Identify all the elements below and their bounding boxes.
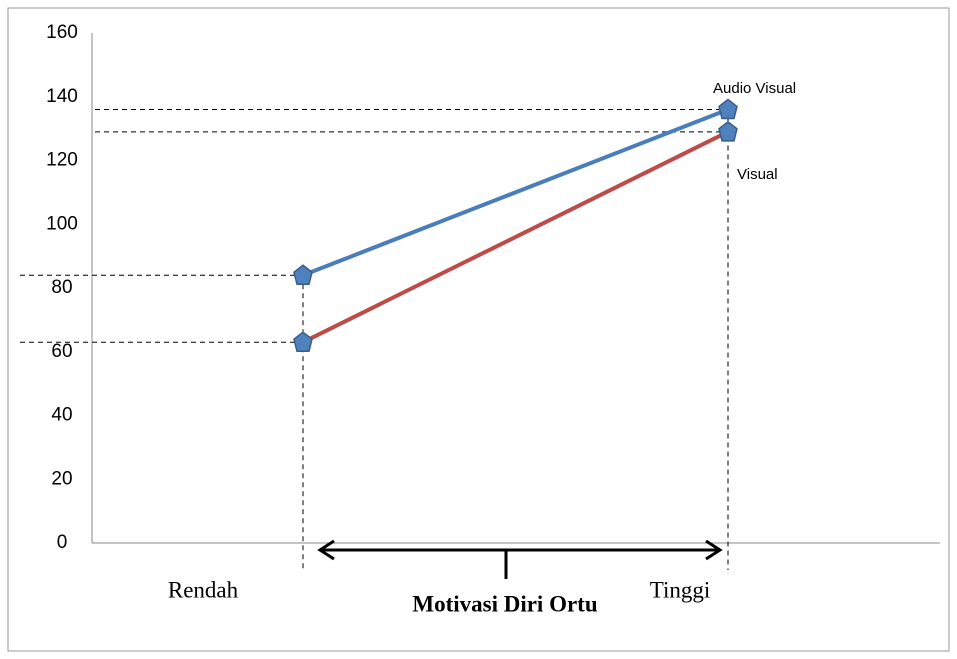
series-line: [302, 107, 729, 278]
y-tick-label: 80: [51, 277, 72, 298]
y-tick-label: 140: [46, 86, 78, 107]
frame: [7, 7, 950, 652]
x-tick-label: Rendah: [168, 577, 239, 602]
y-tick-label: 60: [51, 341, 72, 362]
x-axis-title: Motivasi Diri Ortu: [412, 591, 597, 616]
y-tick-label: 160: [46, 22, 78, 43]
series-label: Visual: [737, 166, 778, 183]
point-marker: [293, 331, 313, 352]
y-tick-label: 0: [57, 532, 68, 553]
series-label: Audio Visual: [713, 80, 796, 97]
range-arrow: [317, 539, 723, 579]
series-line: [302, 130, 729, 344]
point-marker: [718, 120, 738, 142]
point-marker: [718, 98, 738, 120]
point-marker: [293, 264, 313, 285]
y-tick-label: 40: [51, 405, 72, 426]
x-tick-label: Tinggi: [650, 577, 711, 602]
y-tick-label: 120: [46, 150, 78, 171]
y-tick-label: 100: [46, 213, 78, 234]
y-tick-label: 20: [51, 468, 72, 489]
